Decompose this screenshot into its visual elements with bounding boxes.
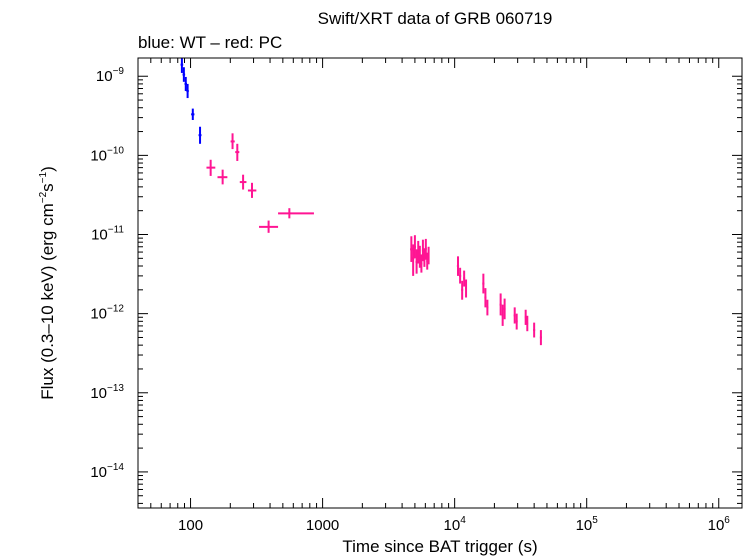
series-0: [180, 58, 202, 144]
data-point: [461, 280, 464, 300]
data-point: [501, 304, 504, 326]
y-tick-label: 10−11: [91, 225, 124, 244]
data-point: [198, 126, 202, 144]
y-tick-label: 10−13: [90, 383, 124, 402]
data-point: [235, 143, 240, 161]
data-point: [278, 208, 314, 219]
data-point: [413, 235, 417, 259]
y-tick-label: 10−12: [90, 304, 124, 323]
series-1: [206, 133, 542, 346]
data-point: [182, 67, 186, 82]
data-point: [247, 182, 257, 198]
data-point: [186, 83, 189, 99]
axis-ticks: [137, 58, 742, 508]
y-tick-label: 10−14: [90, 462, 124, 481]
data-point: [410, 236, 413, 262]
y-label-exp2: −1: [38, 171, 49, 183]
chart-title: Swift/XRT data of GRB 060719: [318, 9, 553, 28]
data-point: [486, 299, 489, 316]
data-point: [539, 330, 542, 346]
y-tick-label: 10−9: [96, 66, 125, 85]
data-point: [184, 76, 187, 92]
data-point: [230, 133, 235, 150]
data-point: [239, 174, 247, 190]
y-axis-label: Flux (0.3–10 keV) (erg cm−2s−1): [38, 166, 57, 400]
data-point: [533, 322, 536, 338]
x-axis-label: Time since BAT trigger (s): [342, 537, 537, 556]
data-point: [427, 246, 430, 265]
data-point: [524, 309, 527, 325]
data-point: [513, 307, 516, 324]
y-label-exp1: −2: [38, 191, 49, 203]
data-point: [503, 298, 506, 320]
plot-frame: [137, 57, 743, 509]
x-tick-label: 104: [444, 515, 467, 534]
data-point: [424, 238, 427, 260]
y-label-prefix: Flux (0.3–10 keV) (erg cm: [38, 203, 57, 400]
x-tick-label: 106: [708, 515, 731, 534]
data-point: [465, 279, 468, 298]
x-tick-label: 100: [178, 517, 203, 534]
data-point: [463, 270, 466, 287]
x-tick-label: 1000: [306, 517, 339, 534]
data-point: [526, 315, 529, 332]
x-tick-label: 105: [576, 515, 599, 534]
data-point: [420, 254, 423, 273]
data-point: [206, 159, 216, 176]
y-label-suffix: ): [38, 166, 57, 172]
data-point: [482, 273, 485, 294]
tick-labels: 100 1000 104 105 106 10−9 10−10 10−11 10−12 10−13…: [90, 66, 730, 534]
data-points: [180, 58, 542, 346]
data-point: [191, 108, 195, 120]
data-point: [459, 267, 462, 284]
data-point: [217, 169, 228, 185]
data-point: [180, 58, 184, 73]
data-point: [484, 288, 487, 308]
chart-subtitle: blue: WT – red: PC: [138, 33, 282, 52]
data-point: [456, 256, 460, 276]
data-point: [515, 313, 518, 330]
y-label-middle: s: [38, 183, 57, 192]
data-point: [259, 220, 279, 233]
y-tick-label: 10−10: [90, 145, 124, 164]
data-point: [499, 293, 502, 316]
